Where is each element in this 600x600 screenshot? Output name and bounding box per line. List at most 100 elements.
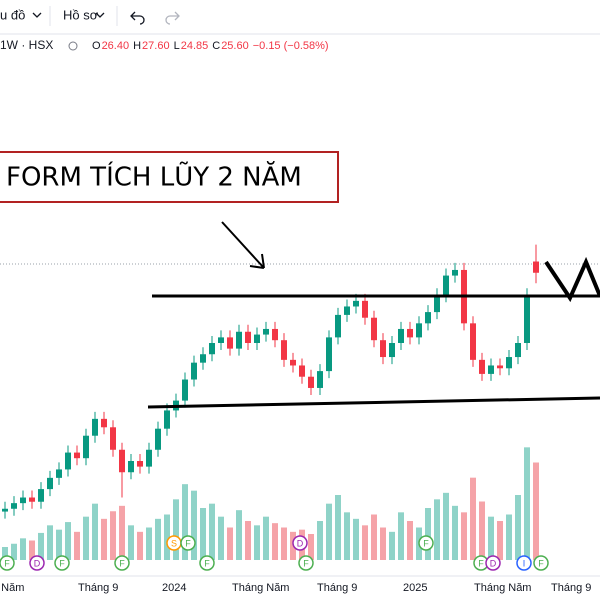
volume-bar [227,527,233,560]
legend-icon [68,41,78,51]
event-marker [180,535,196,551]
volume-bar [452,505,458,560]
volume-bar [155,518,161,560]
x-tick-label: Tháng 9 [78,582,118,594]
volume-bar [254,525,260,560]
legend-value: 24.85 [181,40,209,52]
candle-body [83,435,89,459]
candle-body [200,354,206,363]
undo[interactable] [130,11,145,25]
event-label[interactable]: F [538,558,544,568]
legend-values: O 26.40 H 27.60 L 24.85 C 25.60 −0.15 (−0.58%) [92,40,329,52]
w-pattern [544,256,600,303]
candle-body [92,418,98,436]
volume-bar [308,534,314,560]
chevron [95,12,105,18]
legend-key: L [174,40,180,52]
event-marker [199,555,215,571]
event-label[interactable]: S [171,538,177,548]
volume-bar [317,521,323,560]
volume-bar [83,516,89,560]
event-label[interactable]: F [204,558,210,568]
x-tick-label: Tháng 9 [317,582,357,594]
volume-bar [209,503,215,560]
event-marker [485,555,501,571]
candle-body [245,331,251,343]
candle-body [11,503,17,509]
volume-bar [326,503,332,560]
volume-bar [272,523,278,560]
candle-body [65,452,71,470]
candle-body [209,343,215,355]
event-marker [418,535,434,551]
candle-body [326,337,332,372]
volume-bar [344,512,350,560]
event-label[interactable]: F [423,538,429,548]
candle-body [236,331,242,349]
candle-body [281,340,287,360]
candle-body [155,428,161,450]
legend-key: C [212,40,220,52]
chart-menu[interactable]: u đồ [0,7,25,22]
event-label[interactable]: I [523,558,526,568]
candle-body [137,461,143,467]
x-tick-label: Tháng Năm [474,582,531,594]
event-marker [292,535,308,551]
volume-bar [524,447,530,560]
profile-menu[interactable]: Hồ sơ [63,7,99,22]
legend-value: 27.60 [142,40,170,52]
event-label[interactable]: D [297,538,304,548]
event-label[interactable]: F [59,558,65,568]
candle-body [524,295,530,343]
volume-bar [11,543,17,560]
candle-body [443,275,449,296]
candle-body [335,314,341,338]
legend-key: H [133,40,141,52]
candle-body [434,295,440,313]
volume-bar [191,490,197,560]
chevron [32,12,42,18]
candle-body [416,323,422,338]
volume-bar [263,516,269,560]
candle-body [119,449,125,473]
volume-bar [497,521,503,560]
event-label[interactable]: F [478,558,484,568]
candle-body [389,343,395,358]
event-label[interactable]: F [303,558,309,568]
volume-bar [335,495,341,560]
candle-body [29,497,35,502]
volume-bar [128,525,134,560]
volume-bar [65,522,71,560]
volume-bar [380,527,386,560]
volume-bar [236,510,242,560]
volume-bar [515,495,521,560]
candle-body [317,371,323,388]
volume-bar [137,531,143,560]
legend-symbol: 1W · HSX [0,38,53,52]
volume-bar [29,540,35,560]
event-marker [54,555,70,571]
volume-bar [47,525,53,560]
candle-body [344,306,350,315]
redo[interactable] [165,11,180,25]
legend-value: 25.60 [221,40,249,52]
volume-bar [362,525,368,560]
event-label[interactable]: D [490,558,497,568]
volume-bar [488,516,494,560]
event-label[interactable]: F [119,558,125,568]
volume-bar [389,531,395,560]
event-label[interactable]: F [4,558,10,568]
arrow [221,221,265,269]
candle-body [74,452,80,459]
candle-body [452,269,458,276]
candle-body [479,359,485,374]
event-label[interactable]: D [34,558,41,568]
volume-bar [146,527,152,560]
candle-body [425,312,431,324]
support-line [147,396,600,409]
event-label[interactable]: F [185,538,191,548]
event-marker [516,555,532,571]
volume-bar [119,505,125,560]
candle-body [272,328,278,341]
candle-body [47,477,53,490]
